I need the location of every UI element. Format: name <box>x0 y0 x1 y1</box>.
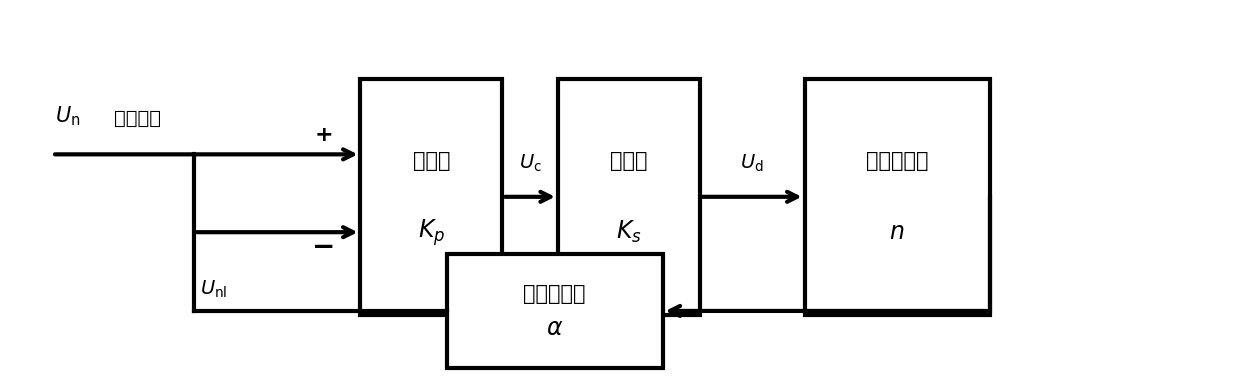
Bar <box>361 79 502 315</box>
Text: $U_{\rm n}$: $U_{\rm n}$ <box>55 104 81 128</box>
Text: 测速反馈器: 测速反馈器 <box>524 284 586 304</box>
Text: $U_{\rm d}$: $U_{\rm d}$ <box>740 153 764 174</box>
Text: 调节器: 调节器 <box>413 151 450 171</box>
Bar <box>804 79 990 315</box>
Bar <box>447 254 663 368</box>
Text: $n$: $n$ <box>890 220 904 244</box>
Text: $U_{\rm c}$: $U_{\rm c}$ <box>519 153 541 174</box>
Text: 调压器: 调压器 <box>610 151 648 171</box>
Text: −: − <box>312 234 335 261</box>
Bar <box>558 79 700 315</box>
Text: $K_{p}$: $K_{p}$ <box>418 217 445 247</box>
Text: +: + <box>315 125 333 145</box>
Text: 给定电压: 给定电压 <box>114 109 161 128</box>
Text: $U_{\rm nl}$: $U_{\rm nl}$ <box>201 279 228 300</box>
Text: $K_{s}$: $K_{s}$ <box>616 219 642 245</box>
Text: 直流电动机: 直流电动机 <box>866 151 928 171</box>
Text: $\alpha$: $\alpha$ <box>546 316 564 340</box>
